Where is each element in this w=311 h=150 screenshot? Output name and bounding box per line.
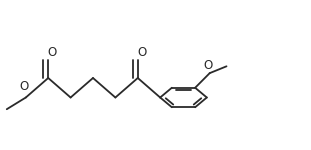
Text: O: O: [203, 59, 213, 72]
Text: O: O: [137, 46, 146, 59]
Text: O: O: [20, 80, 29, 93]
Text: O: O: [47, 46, 57, 59]
